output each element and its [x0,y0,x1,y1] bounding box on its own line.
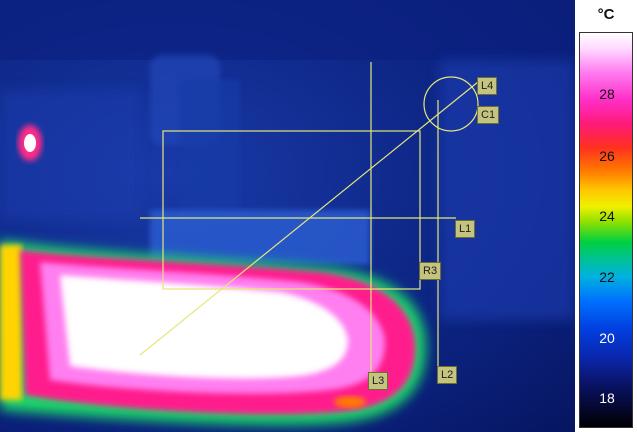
scale-tick: 24 [599,208,615,224]
scale-tick: 20 [599,330,615,346]
marker-label-l3[interactable]: L3 [368,372,389,390]
color-bar: 28 26 24 22 20 18 [579,32,633,428]
scale-tick: 18 [599,390,615,406]
marker-label-l1[interactable]: L1 [455,220,476,238]
scale-tick: 22 [599,269,615,285]
marker-label-r3[interactable]: R3 [419,262,442,280]
temperature-scale: °C 28 26 24 22 20 18 [575,0,637,432]
measure-rect-r3[interactable] [162,130,421,290]
device-box [150,210,370,265]
thermal-scene [0,0,575,426]
unit-label: °C [597,6,615,23]
thermal-image: L4 C1 L1 R3 L3 L2 [0,0,575,432]
marker-label-c1[interactable]: C1 [477,106,500,124]
hand-hottest [60,275,348,379]
marker-label-l4[interactable]: L4 [477,77,498,95]
scale-tick: 28 [599,86,615,102]
marker-label-l2[interactable]: L2 [437,366,458,384]
scale-tick: 26 [599,148,615,164]
measure-line-l4[interactable] [139,81,479,356]
measure-circle-c1[interactable] [423,76,479,132]
